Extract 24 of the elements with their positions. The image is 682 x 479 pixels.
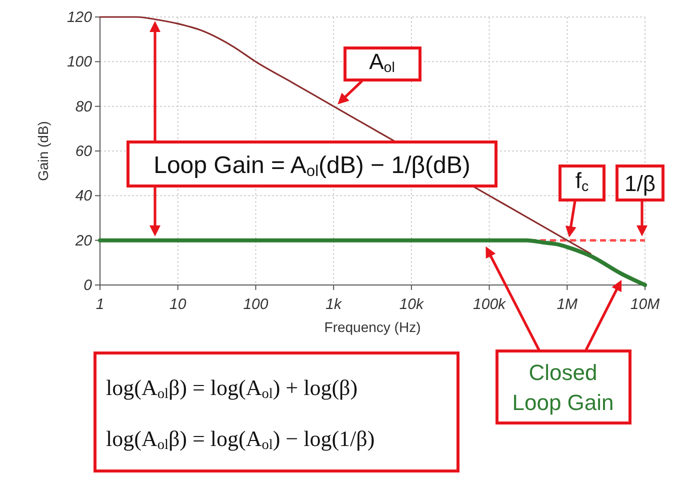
y-tick-label: 120 — [66, 9, 93, 26]
x-tick-label: 100 — [243, 296, 269, 313]
text: A$_{ol}$ — [369, 49, 395, 76]
x-tick-label: 1 — [96, 296, 104, 313]
x-tick-label: 1k — [326, 296, 343, 313]
y-tick-label: 20 — [74, 232, 93, 250]
x-tick-label: 10M — [630, 296, 660, 313]
annotation: f$_{c}$ — [575, 168, 589, 195]
text: log(A$_{ol}$β) = log(A$_{ol}$) − log(1/β) — [106, 426, 375, 453]
x-tick-label: 100k — [473, 296, 508, 313]
y-axis-title: Gain (dB) — [35, 121, 51, 181]
y-tick-label: 80 — [75, 98, 93, 116]
y-tick-label: 60 — [75, 143, 93, 160]
x-tick-label: 10k — [399, 296, 426, 313]
y-tick-label: 100 — [66, 54, 93, 71]
y-tick-label: 40 — [75, 188, 93, 205]
x-axis-title: Frequency (Hz) — [324, 319, 421, 335]
annotation: Loop Gain = A$_{ol}$(dB) − 1/β(dB) — [154, 152, 470, 180]
text: Closed Loop Gain — [512, 360, 614, 415]
x-tick-label: 10 — [170, 296, 187, 313]
y-tick-label: 0 — [84, 277, 93, 294]
text: log(A$_{ol}$β) = log(A$_{ol}$) + log(β) — [106, 375, 358, 402]
x-tick-label: 1M — [556, 296, 578, 313]
ref-line-label: 1/β — [624, 171, 656, 196]
